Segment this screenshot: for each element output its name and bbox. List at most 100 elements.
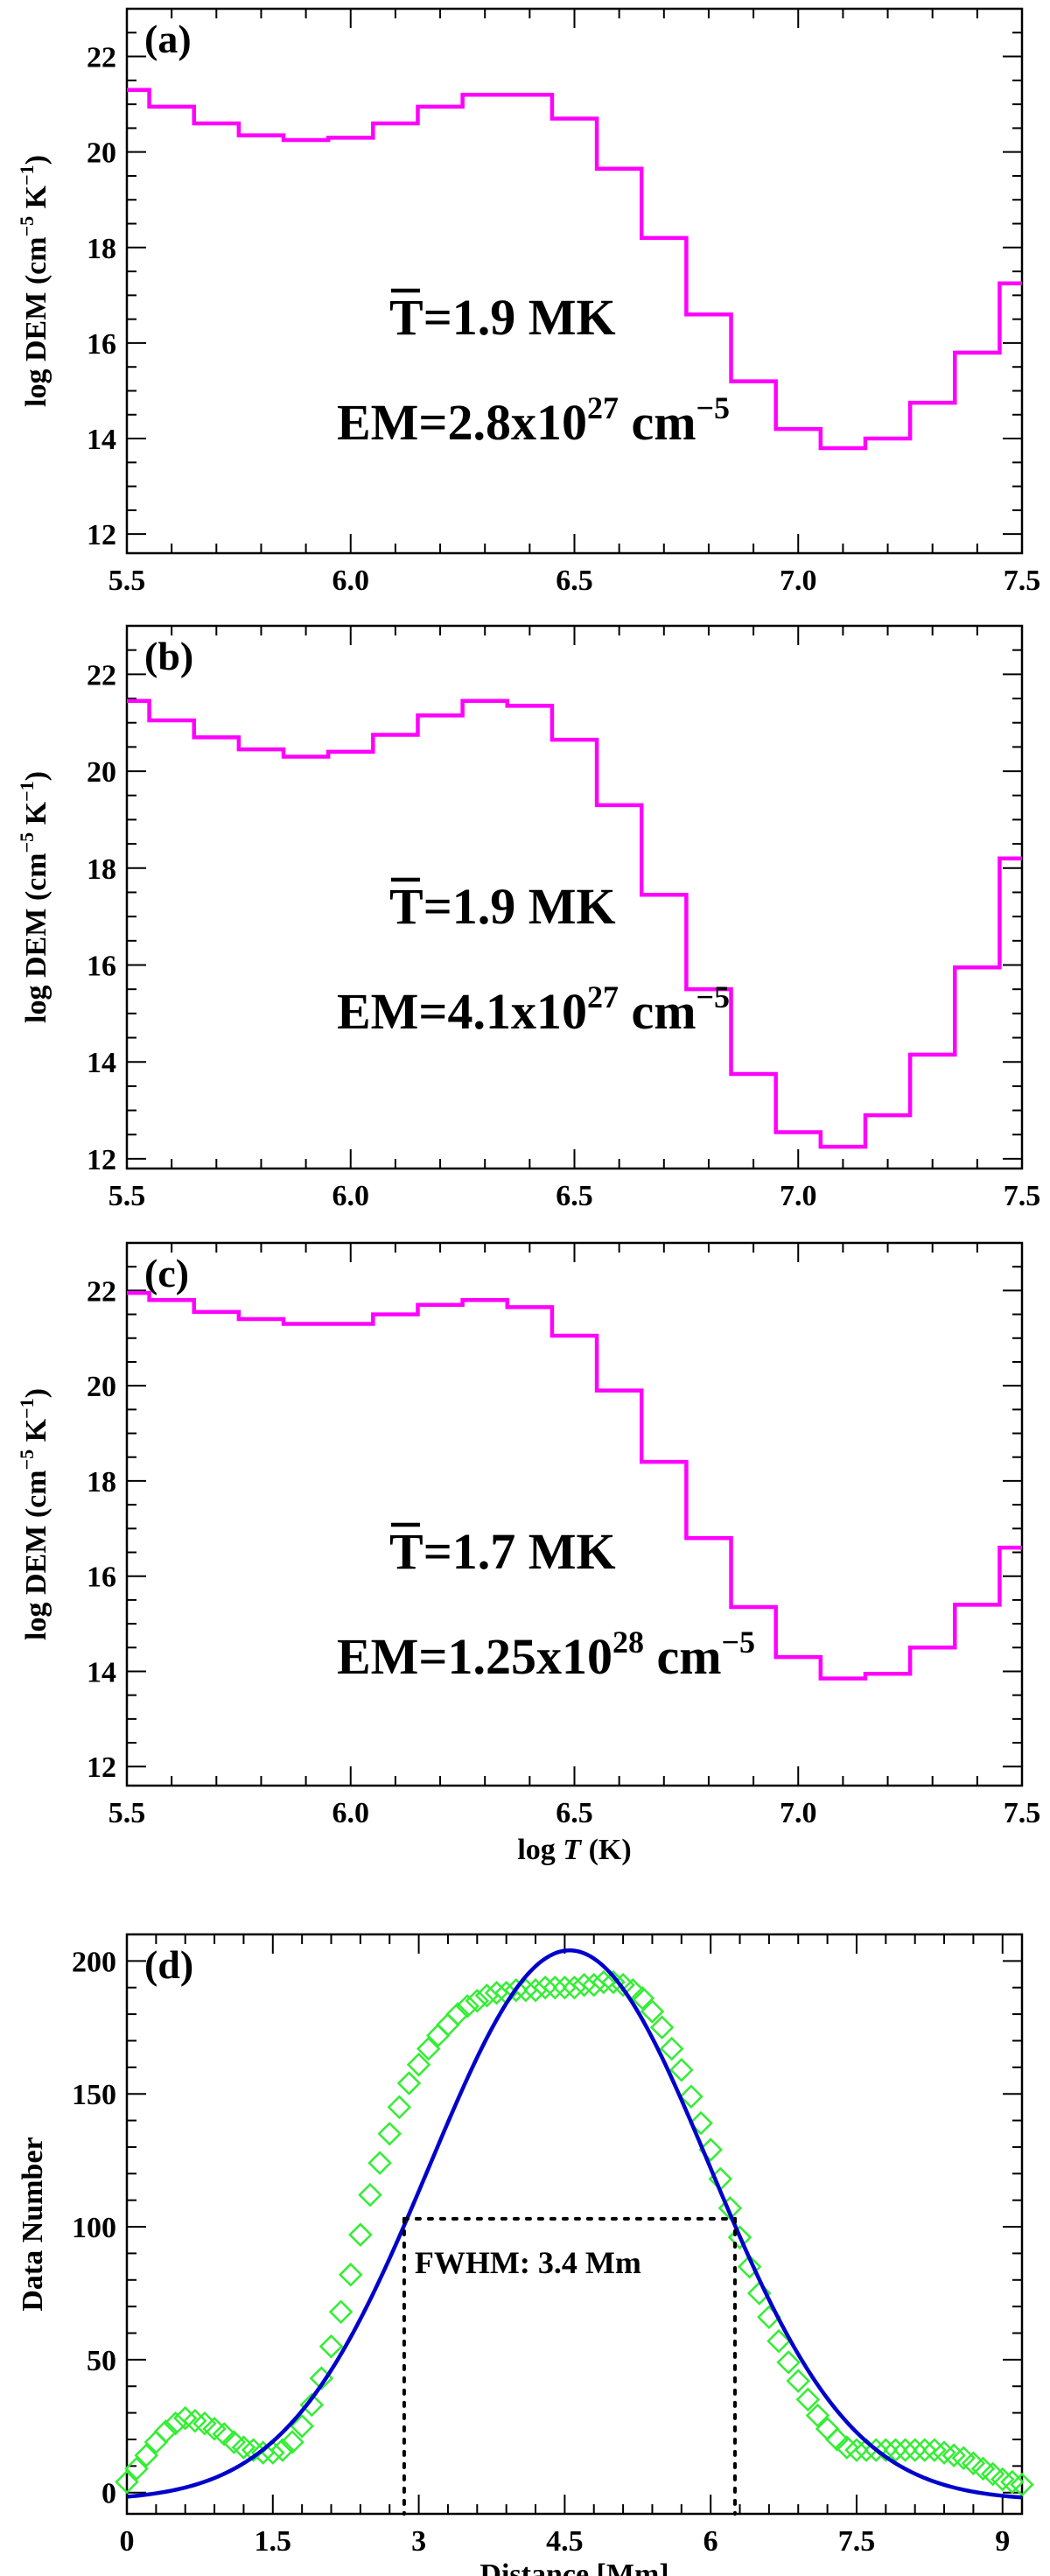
y-tick-label: 100 (72, 2212, 116, 2244)
data-point-diamond (990, 2467, 1015, 2492)
data-point-diamond (552, 1975, 578, 2000)
y-tick-label: 22 (87, 1275, 116, 1308)
y-axis-label: log DEM (cm−5 K−1) (16, 771, 52, 1023)
emission-measure-annotation: EM=2.8x1027 cm−5 (337, 390, 730, 451)
data-point-diamond (348, 2222, 373, 2247)
data-point-diamond (338, 2262, 363, 2287)
x-axis-label: log T (K) (517, 1834, 631, 1866)
panel-a: 5.5 6.0 6.5 7.0 7.5 12 14 16 18 20 22 (a) log DEM (c… (16, 7, 1041, 597)
data-point-diamond (115, 2469, 139, 2495)
y-tick-label: 22 (87, 42, 116, 74)
x-tick-label: 7.5 (1004, 1797, 1041, 1829)
data-point-diamond (163, 2411, 188, 2436)
data-point-diamond (932, 2440, 956, 2465)
data-point-diamond (328, 2299, 354, 2324)
x-tick-label: 7.5 (1004, 1180, 1041, 1212)
panel-label: (c) (144, 1251, 189, 1295)
y-tick-label: 18 (87, 853, 116, 886)
x-tick-label: 6 (704, 2525, 718, 2558)
x-tick-label: 0 (120, 2525, 135, 2558)
x-tick-label: 3 (411, 2525, 426, 2558)
data-point-diamond (795, 2387, 821, 2412)
data-point-diamond (396, 2071, 422, 2095)
y-axis-label: log DEM (cm−5 K−1) (16, 155, 52, 407)
data-point-diamond (290, 2414, 314, 2439)
x-tick-label: 5.5 (108, 1180, 146, 1212)
data-point-diamond (873, 2438, 899, 2462)
x-tick-label: 7.0 (780, 1180, 817, 1212)
y-tick-label: 200 (72, 1946, 116, 1978)
x-tick-label: 6.0 (332, 1180, 370, 1212)
y-tick-label: 20 (87, 1371, 116, 1403)
y-tick-label: 50 (87, 2345, 116, 2377)
data-point-diamond (883, 2438, 908, 2462)
plot-frame (125, 1933, 1024, 2516)
y-tick-label: 18 (87, 233, 116, 265)
data-point-diamond (533, 1975, 557, 2000)
data-point-diamond (581, 1972, 606, 1997)
data-point-diamond (465, 1989, 490, 2013)
y-tick-label: 14 (87, 1047, 116, 1079)
y-tick-label: 14 (87, 424, 116, 456)
x-tick-label: 7.5 (1004, 565, 1041, 597)
x-tick-label: 6.5 (556, 1797, 593, 1829)
data-point-diamond (630, 1986, 655, 2011)
data-point-diamond (270, 2438, 295, 2462)
data-point-diamond (358, 2182, 382, 2207)
data-point-diamond (172, 2405, 198, 2431)
data-point-diamond (504, 1978, 528, 2003)
y-tick-label: 12 (87, 1751, 116, 1784)
data-point-diamond (377, 2121, 402, 2146)
data-point-diamond (231, 2435, 256, 2460)
data-point-diamond (640, 1999, 665, 2024)
data-point-diamond (445, 2002, 470, 2026)
data-point-diamond (562, 1975, 587, 2000)
x-tick-label: 6.5 (556, 565, 593, 597)
data-point-diamond (592, 1969, 616, 1995)
data-point-diamond (922, 2438, 947, 2462)
data-point-diamond (902, 2438, 928, 2462)
x-tick-label: 4.5 (546, 2525, 584, 2558)
data-point-diamond (1000, 2469, 1025, 2495)
y-tick-label: 20 (87, 756, 116, 789)
data-point-diamond (805, 2403, 830, 2428)
panel-label: (b) (144, 634, 193, 678)
data-point-diamond (737, 2254, 762, 2279)
x-tick-label: 5.5 (108, 565, 146, 597)
data-point-diamond (280, 2430, 304, 2454)
data-point-diamond (368, 2151, 392, 2175)
data-point-diamond (601, 1969, 626, 1995)
data-point-diamond (892, 2438, 918, 2462)
data-point-diamond (241, 2438, 266, 2462)
x-tick-label: 6.5 (556, 1180, 593, 1212)
y-tick-label: 0 (102, 2478, 116, 2510)
y-tick-label: 12 (87, 1144, 116, 1176)
y-tick-label: 150 (72, 2079, 116, 2111)
x-tick-label: 7.0 (780, 1797, 817, 1829)
x-tick-label: 9 (995, 2525, 1010, 2558)
data-point-diamond (523, 1978, 548, 2003)
data-point-diamond (659, 2036, 684, 2061)
x-tick-label: 1.5 (255, 2525, 292, 2558)
data-point-diamond (183, 2408, 207, 2433)
y-tick-label: 20 (87, 137, 116, 170)
data-point-diamond (153, 2419, 178, 2444)
y-tick-label: 18 (87, 1466, 116, 1499)
y-tick-label: 22 (87, 659, 116, 691)
data-point-diamond (913, 2438, 937, 2462)
y-tick-label: 16 (87, 1562, 116, 1594)
y-tick-label: 16 (87, 951, 116, 983)
dem-step-line (127, 88, 1022, 451)
data-point-diamond (786, 2369, 811, 2393)
data-point-diamond (727, 2225, 752, 2250)
data-point-diamond (406, 2053, 431, 2077)
panel-d: 0 1.5 3 4.5 6 7.5 9 0 50 100 150 200 (d) Data Number D… (17, 1933, 1034, 2576)
data-point-diamond (689, 2110, 713, 2136)
mean-temperature-annotation: T=1.7 MK (389, 1523, 616, 1580)
x-tick-label: 6.0 (332, 1797, 370, 1829)
data-point-diamond (835, 2435, 859, 2460)
data-point-diamond (134, 2443, 159, 2467)
panel-label: (d) (144, 1942, 193, 1987)
